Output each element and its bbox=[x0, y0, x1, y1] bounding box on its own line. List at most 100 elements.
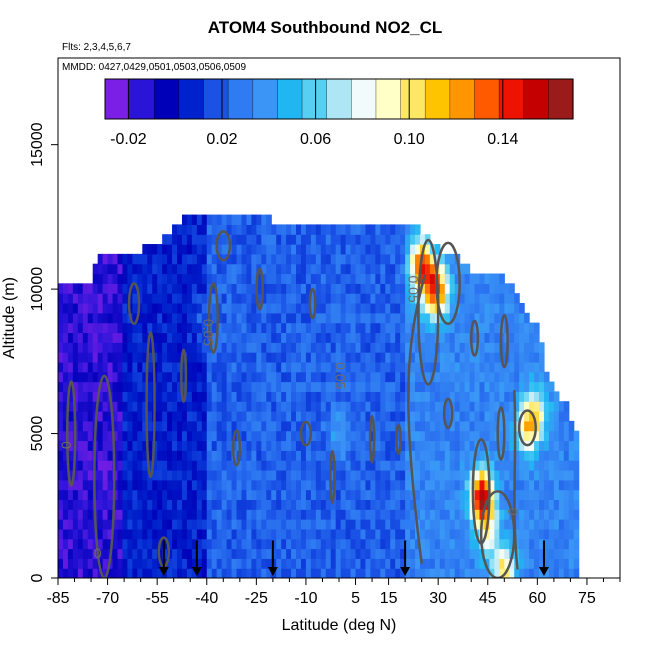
heatmap-cell bbox=[449, 312, 456, 324]
heatmap-cell bbox=[276, 391, 282, 402]
heatmap-cell bbox=[201, 214, 208, 225]
heatmap-cell bbox=[231, 479, 238, 491]
heatmap-cell bbox=[286, 391, 292, 402]
heatmap-cell bbox=[221, 312, 228, 324]
heatmap-cell bbox=[365, 253, 372, 265]
heatmap-cell bbox=[251, 420, 257, 432]
heatmap-cell bbox=[186, 548, 193, 559]
heatmap-cell bbox=[142, 312, 148, 324]
heatmap-cell bbox=[266, 528, 272, 540]
heatmap-cell bbox=[534, 361, 540, 373]
heatmap-cell bbox=[137, 411, 143, 422]
heatmap-cell bbox=[315, 440, 322, 451]
heatmap-cell bbox=[296, 391, 302, 402]
heatmap-cell bbox=[157, 479, 163, 491]
heatmap-cell bbox=[315, 479, 322, 491]
heatmap-cell bbox=[261, 224, 267, 235]
heatmap-cell bbox=[137, 489, 143, 501]
heatmap-cell bbox=[340, 322, 347, 334]
heatmap-cell bbox=[315, 244, 322, 255]
heatmap-cell bbox=[509, 332, 515, 343]
heatmap-cell bbox=[385, 391, 391, 402]
heatmap-cell bbox=[251, 312, 257, 324]
heatmap-cell bbox=[375, 420, 381, 432]
heatmap-cell bbox=[419, 391, 426, 402]
heatmap-cell bbox=[201, 401, 208, 412]
heatmap-cell bbox=[157, 312, 163, 324]
heatmap-cell bbox=[211, 450, 218, 461]
heatmap-cell bbox=[424, 430, 431, 442]
heatmap-cell bbox=[534, 430, 540, 442]
heatmap-cell bbox=[380, 509, 386, 520]
heatmap-cell bbox=[231, 548, 238, 559]
heatmap-cell bbox=[439, 293, 446, 304]
heatmap-cell bbox=[459, 322, 466, 334]
heatmap-cell bbox=[62, 528, 69, 540]
heatmap-cell bbox=[489, 509, 495, 520]
heatmap-cell bbox=[335, 460, 342, 471]
heatmap-cell bbox=[97, 420, 104, 432]
heatmap-cell bbox=[112, 411, 119, 422]
heatmap-cell bbox=[58, 352, 64, 363]
heatmap-cell bbox=[320, 263, 327, 275]
heatmap-cell bbox=[454, 450, 461, 461]
heatmap-cell bbox=[558, 411, 565, 422]
heatmap-cell bbox=[211, 361, 218, 373]
heatmap-cell bbox=[77, 479, 84, 491]
heatmap-cell bbox=[196, 548, 203, 559]
heatmap-cell bbox=[117, 381, 124, 392]
heatmap-cell bbox=[172, 322, 178, 334]
heatmap-cell bbox=[132, 440, 138, 451]
heatmap-cell bbox=[271, 322, 277, 334]
heatmap-cell bbox=[340, 234, 347, 245]
heatmap-cell bbox=[499, 489, 505, 501]
heatmap-cell bbox=[320, 430, 327, 442]
heatmap-cell bbox=[221, 273, 228, 284]
heatmap-cell bbox=[464, 430, 471, 442]
heatmap-cell bbox=[132, 469, 138, 481]
heatmap-cell bbox=[345, 361, 352, 373]
heatmap-cell bbox=[231, 332, 238, 343]
heatmap-cell bbox=[300, 391, 307, 402]
heatmap-cell bbox=[296, 440, 302, 451]
heatmap-cell bbox=[181, 302, 188, 314]
heatmap-cell bbox=[266, 519, 272, 530]
heatmap-cell bbox=[77, 322, 84, 334]
heatmap-cell bbox=[335, 273, 342, 284]
heatmap-cell bbox=[186, 332, 193, 343]
heatmap-cell bbox=[196, 322, 203, 334]
heatmap-cell bbox=[539, 361, 545, 373]
heatmap-cell bbox=[534, 381, 540, 392]
heatmap-cell bbox=[305, 312, 312, 324]
heatmap-cell bbox=[300, 332, 307, 343]
heatmap-cell bbox=[172, 440, 178, 451]
heatmap-cell bbox=[553, 420, 560, 432]
heatmap-cell bbox=[454, 411, 461, 422]
heatmap-cell bbox=[395, 391, 401, 402]
heatmap-cell bbox=[375, 528, 381, 540]
heatmap-cell bbox=[315, 342, 322, 353]
heatmap-cell bbox=[315, 430, 322, 442]
heatmap-cell bbox=[256, 430, 262, 442]
heatmap-cell bbox=[236, 283, 243, 294]
heatmap-cell bbox=[484, 391, 491, 402]
heatmap-cell bbox=[534, 509, 540, 520]
heatmap-cell bbox=[335, 479, 342, 491]
heatmap-cell bbox=[553, 450, 560, 461]
heatmap-cell bbox=[385, 401, 391, 412]
heatmap-cell bbox=[186, 381, 193, 392]
heatmap-cell bbox=[201, 430, 208, 442]
heatmap-cell bbox=[147, 342, 153, 353]
heatmap-cell bbox=[142, 489, 148, 501]
heatmap-cell bbox=[172, 430, 178, 442]
heatmap-cell bbox=[196, 420, 203, 432]
flight-marker-arrow bbox=[538, 567, 549, 576]
heatmap-cell bbox=[514, 411, 520, 422]
heatmap-cell bbox=[474, 312, 481, 324]
heatmap-cell bbox=[236, 352, 243, 363]
heatmap-cell bbox=[529, 411, 535, 422]
heatmap-cell bbox=[439, 391, 446, 402]
heatmap-cell bbox=[365, 528, 372, 540]
heatmap-cell bbox=[142, 283, 148, 294]
heatmap-cell bbox=[519, 558, 525, 569]
